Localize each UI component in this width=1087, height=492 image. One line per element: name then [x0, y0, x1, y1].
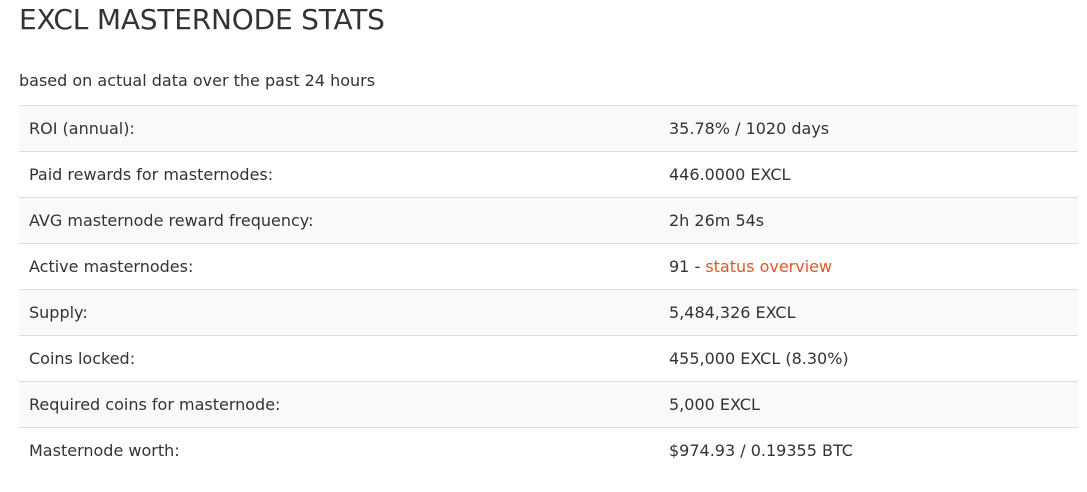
stat-label: Coins locked: — [19, 335, 659, 382]
stat-value: 5,484,326 EXCL — [659, 289, 1078, 336]
status-overview-link[interactable]: status overview — [705, 257, 833, 276]
stat-value: 446.0000 EXCL — [659, 151, 1078, 198]
page-title: EXCL MASTERNODE STATS — [19, 3, 385, 36]
stat-value: 2h 26m 54s — [659, 197, 1078, 244]
stats-row-coins-locked: Coins locked: 455,000 EXCL (8.30%) — [19, 335, 1078, 382]
stats-row-required-coins: Required coins for masternode: 5,000 EXC… — [19, 381, 1078, 428]
stat-label: Supply: — [19, 289, 659, 336]
stat-label: Active masternodes: — [19, 243, 659, 290]
stat-value: 455,000 EXCL (8.30%) — [659, 335, 1078, 382]
stat-label: Paid rewards for masternodes: — [19, 151, 659, 198]
stat-value: 5,000 EXCL — [659, 381, 1078, 428]
stats-table: ROI (annual): 35.78% / 1020 days Paid re… — [19, 105, 1078, 474]
stat-label: AVG masternode reward frequency: — [19, 197, 659, 244]
stat-value: 91 - — [669, 257, 706, 276]
stats-row-masternode-worth: Masternode worth: $974.93 / 0.19355 BTC — [19, 427, 1078, 474]
stats-row-active-masternodes: Active masternodes: 91 - status overview — [19, 243, 1078, 290]
stat-label: Masternode worth: — [19, 427, 659, 474]
stats-row-reward-frequency: AVG masternode reward frequency: 2h 26m … — [19, 197, 1078, 244]
stat-label: ROI (annual): — [19, 105, 659, 152]
stats-row-supply: Supply: 5,484,326 EXCL — [19, 289, 1078, 336]
stat-value-cell: 91 - status overview — [659, 243, 1078, 290]
stat-value: 35.78% / 1020 days — [659, 105, 1078, 152]
page-subtitle: based on actual data over the past 24 ho… — [19, 71, 376, 90]
stats-row-roi: ROI (annual): 35.78% / 1020 days — [19, 105, 1078, 152]
stat-label: Required coins for masternode: — [19, 381, 659, 428]
stats-row-paid-rewards: Paid rewards for masternodes: 446.0000 E… — [19, 151, 1078, 198]
stat-value: $974.93 / 0.19355 BTC — [659, 427, 1078, 474]
